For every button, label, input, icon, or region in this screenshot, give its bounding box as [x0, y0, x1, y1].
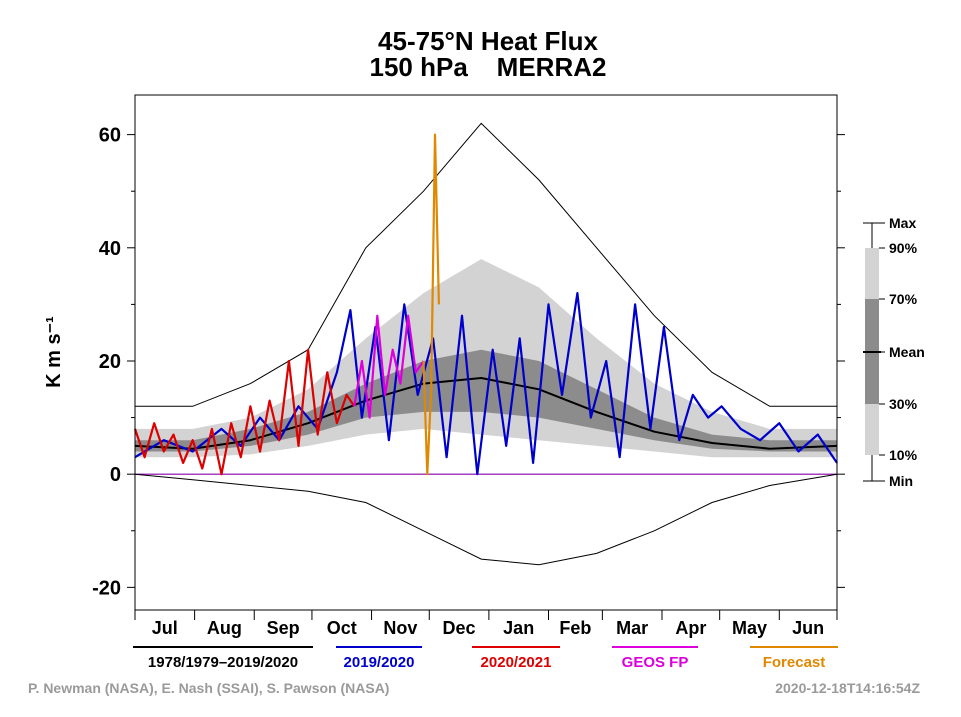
key-label: 90% — [889, 240, 918, 256]
y-tick-label: -20 — [92, 577, 121, 599]
legend-label-season_2019_2020: 2019/2020 — [344, 654, 415, 671]
key-label: 10% — [889, 447, 918, 463]
y-tick-label: 40 — [99, 238, 121, 260]
legend-label-forecast: Forecast — [763, 654, 826, 671]
credit-authors: P. Newman (NASA), E. Nash (SSAI), S. Paw… — [28, 680, 389, 696]
legend-label-climatology: 1978/1979–2019/2020 — [148, 654, 298, 671]
key-label: 70% — [889, 291, 918, 307]
x-tick-label: Dec — [443, 618, 476, 638]
percentile-bands — [135, 259, 837, 458]
credit-timestamp: 2020-12-18T14:16:54Z — [775, 680, 920, 696]
series-line-season_2020_2021 — [133, 348, 356, 476]
x-tick-label: Aug — [207, 618, 242, 638]
series-line-forecast — [422, 133, 440, 476]
chart-title-line-2: 150 hPa MERRA2 — [370, 52, 607, 82]
min-max-lines — [134, 122, 838, 566]
key-label: Min — [889, 473, 913, 489]
max-line — [135, 122, 837, 407]
y-tick-label: 0 — [110, 464, 121, 486]
y-tick-label: 20 — [99, 351, 121, 373]
min-line — [134, 473, 838, 566]
legend-label-geos_fp: GEOS FP — [622, 654, 689, 671]
x-tick-label: Nov — [383, 618, 417, 638]
series-line-geos_fp — [353, 314, 425, 419]
x-tick-label: Jul — [152, 618, 178, 638]
x-tick-label: Sep — [267, 618, 300, 638]
x-axis: Jul Aug Sep Oct Nov Dec Jan Feb Mar Apr May Jun — [134, 610, 838, 638]
key-band-10-30 — [865, 404, 879, 455]
series-line-climatology — [134, 377, 838, 450]
key-band-70-90 — [865, 248, 879, 299]
key-label: Mean — [889, 344, 925, 360]
x-tick-label: May — [732, 618, 767, 638]
legend-label-season_2020_2021: 2020/2021 — [481, 654, 552, 671]
key-label: Max — [889, 215, 916, 231]
x-tick-label: Apr — [675, 618, 706, 638]
y-tick-label: 60 — [99, 125, 121, 147]
y-axis-label: K m s⁻¹ — [43, 316, 65, 388]
x-tick-label: Mar — [616, 618, 648, 638]
x-tick-label: Oct — [327, 618, 357, 638]
percentile-key: Max 90% 70% Mean 30% 10% Min — [863, 215, 925, 489]
series-line-season_2019_2020 — [134, 292, 838, 476]
chart-title-line-1: 45-75°N Heat Flux — [378, 26, 598, 56]
x-tick-label: Jan — [503, 618, 534, 638]
y-axis: -20 0 20 40 60 — [92, 125, 845, 599]
x-tick-label: Jun — [792, 618, 824, 638]
plot-frame — [134, 94, 838, 611]
legend: 1978/1979–2019/2020 2019/2020 2020/2021 GEO… — [133, 646, 838, 671]
series-lines — [133, 133, 838, 476]
x-tick-label: Feb — [559, 618, 591, 638]
key-label: 30% — [889, 396, 918, 412]
